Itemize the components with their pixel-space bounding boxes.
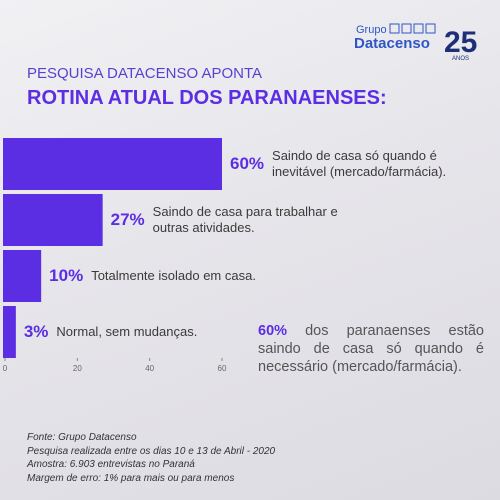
logo-group: Grupo <box>356 24 387 36</box>
x-tick-label: 40 <box>145 364 154 373</box>
x-tick-label: 60 <box>218 364 227 373</box>
bar-label: 60% Saindo de casa só quando é inevitável… <box>230 138 467 190</box>
logo-icon <box>413 23 424 34</box>
logo-brand: Datacenso <box>354 35 430 52</box>
logo-icon <box>425 23 436 34</box>
bar <box>3 138 222 190</box>
bar-label: 3% Normal, sem mudanças. <box>24 306 197 358</box>
bar <box>3 194 103 246</box>
note: Amostra: 6.903 entrevistas no Paraná <box>27 459 195 470</box>
category-label: Saindo de casa só quando é inevitável (m… <box>272 148 447 179</box>
note: Margem de erro: 1% para mais ou para men… <box>27 472 235 484</box>
x-tick-label: 0 <box>3 364 8 373</box>
category-label: Totalmente isolado em casa. <box>91 268 256 283</box>
annotation: 60% dos paranaenses estão saindo de casa… <box>258 322 484 376</box>
logo-icon <box>389 23 400 34</box>
logo-years: 25 <box>444 26 477 59</box>
bar <box>3 306 16 358</box>
annotation-text: dos paranaenses estão saindo de casa só … <box>258 323 484 375</box>
value-label: 10% <box>49 266 84 285</box>
bar <box>3 250 42 302</box>
subtitle: PESQUISA DATACENSO APONTA <box>27 65 262 82</box>
annotation-highlight: 60% <box>258 323 288 339</box>
value-label: 3% <box>23 322 49 341</box>
logo-years-label: ANOS <box>452 56 469 62</box>
x-tick-label: 20 <box>73 364 82 373</box>
title: ROTINA ATUAL DOS PARANAENSES: <box>27 87 387 109</box>
note: Fonte: Grupo Datacenso <box>27 432 137 443</box>
note: Pesquisa realizada entre os dias 10 e 13… <box>27 445 276 457</box>
category-label: Saindo de casa para trabalhar e outras a… <box>152 204 338 235</box>
value-label: 27% <box>110 210 145 229</box>
bar-label: 27% Saindo de casa para trabalhar e outra… <box>111 194 348 246</box>
bar-label: 10% Totalmente isolado em casa. <box>49 250 256 302</box>
notes: Fonte: Grupo Datacenso Pesquisa realizada… <box>27 431 275 485</box>
logo-icon <box>401 23 412 34</box>
value-label: 60% <box>230 154 265 173</box>
category-label: Normal, sem mudanças. <box>56 324 198 339</box>
